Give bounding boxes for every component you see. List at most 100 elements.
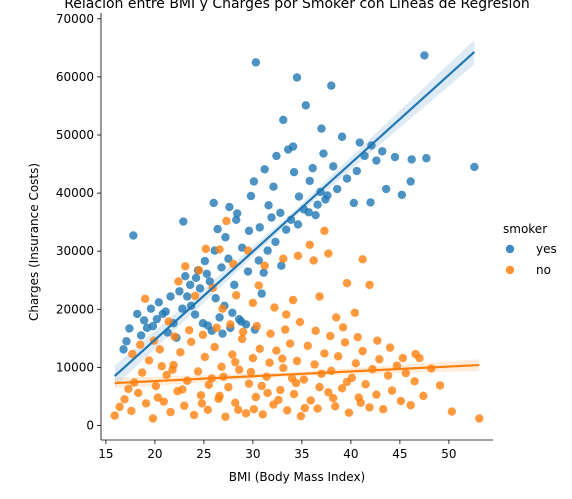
data-point-no — [237, 334, 247, 344]
data-point-no — [203, 405, 213, 414]
data-point-yes — [178, 304, 187, 313]
data-point-yes — [329, 162, 338, 171]
data-point-yes — [166, 292, 175, 301]
data-point-no — [300, 403, 310, 413]
data-point-no — [332, 313, 341, 322]
data-point-yes — [352, 166, 361, 176]
data-point-no — [383, 371, 393, 380]
y-tick-label: 30000 — [56, 244, 94, 258]
data-point-yes — [198, 319, 208, 328]
data-point-no — [329, 393, 338, 403]
plot-area — [110, 39, 484, 423]
data-point-yes — [327, 81, 336, 90]
data-point-no — [224, 382, 233, 392]
data-point-yes — [337, 132, 347, 141]
data-point-no — [324, 249, 333, 258]
data-point-no — [315, 292, 324, 301]
data-point-no — [248, 298, 258, 308]
data-point-no — [151, 381, 161, 391]
data-point-no — [198, 330, 208, 340]
regression-line-no — [114, 363, 480, 385]
data-point-no — [110, 411, 119, 420]
data-point-no — [338, 323, 348, 332]
data-point-no — [365, 403, 374, 412]
data-point-no — [162, 370, 171, 380]
data-point-no — [282, 310, 291, 319]
data-point-no — [251, 392, 261, 402]
data-point-no — [296, 411, 306, 421]
data-point-yes — [319, 149, 328, 158]
data-point-no — [344, 408, 354, 417]
data-point-no — [168, 365, 177, 374]
x-axis-ticks: 15 20 25 30 35 40 45 50 — [98, 440, 457, 461]
x-tick-label: 20 — [147, 447, 162, 461]
data-point-no — [141, 399, 151, 408]
data-point-yes — [263, 246, 272, 255]
data-point-no — [411, 349, 420, 359]
data-point-no — [365, 280, 374, 290]
y-tick-label: 0 — [86, 418, 94, 432]
data-point-yes — [267, 213, 276, 222]
data-point-yes — [304, 208, 313, 217]
data-point-no — [115, 402, 124, 412]
data-point-yes — [305, 176, 314, 186]
data-point-no — [228, 350, 237, 359]
data-point-no — [342, 278, 352, 288]
data-point-no — [289, 389, 299, 399]
data-point-yes — [259, 268, 268, 277]
data-point-yes — [146, 304, 156, 313]
data-point-no — [324, 388, 333, 397]
data-point-no — [372, 390, 381, 399]
y-tick-label: 40000 — [56, 186, 94, 200]
data-point-yes — [152, 314, 162, 324]
data-point-no — [272, 346, 281, 355]
data-point-no — [196, 391, 206, 400]
x-tick-label: 30 — [245, 447, 260, 461]
data-point-no — [234, 405, 243, 414]
data-point-no — [193, 367, 203, 376]
data-point-no — [310, 360, 319, 369]
data-point-yes — [232, 215, 241, 225]
data-point-no — [231, 357, 240, 367]
legend-marker-yes — [505, 244, 515, 254]
data-point-no — [279, 254, 288, 263]
data-point-yes — [244, 226, 254, 236]
data-point-no — [340, 338, 350, 347]
data-point-no — [419, 391, 428, 401]
data-point-no — [155, 345, 164, 354]
data-point-no — [358, 346, 367, 356]
data-point-no — [295, 317, 305, 327]
data-point-yes — [190, 310, 200, 319]
y-tick-label: 50000 — [56, 128, 94, 142]
data-point-no — [274, 395, 283, 405]
data-point-no — [475, 414, 484, 423]
data-point-no — [379, 405, 388, 414]
data-point-no — [337, 384, 347, 393]
data-point-no — [263, 388, 272, 398]
data-point-yes — [366, 198, 375, 207]
data-point-yes — [277, 261, 286, 270]
data-point-no — [244, 379, 254, 388]
y-tick-label: 60000 — [56, 70, 94, 84]
legend-entry-yes: yes — [505, 242, 557, 256]
data-point-no — [291, 378, 301, 388]
data-point-no — [248, 353, 258, 363]
x-tick-label: 15 — [98, 447, 113, 461]
data-point-no — [144, 356, 154, 365]
data-point-yes — [217, 263, 226, 272]
data-point-no — [185, 326, 194, 335]
y-tick-label: 20000 — [56, 302, 94, 316]
data-point-no — [232, 291, 241, 300]
axes: 15 20 25 30 35 40 45 50 0 10000 20000 30000 40000 50… — [56, 12, 493, 461]
data-point-no — [255, 344, 264, 353]
data-point-no — [241, 409, 251, 418]
data-point-no — [342, 377, 352, 387]
data-point-no — [215, 391, 224, 401]
data-point-no — [189, 410, 199, 420]
data-point-no — [313, 404, 322, 413]
x-tick-label: 50 — [441, 447, 456, 461]
data-point-yes — [200, 256, 210, 266]
data-point-no — [210, 342, 219, 352]
data-point-yes — [301, 101, 311, 110]
